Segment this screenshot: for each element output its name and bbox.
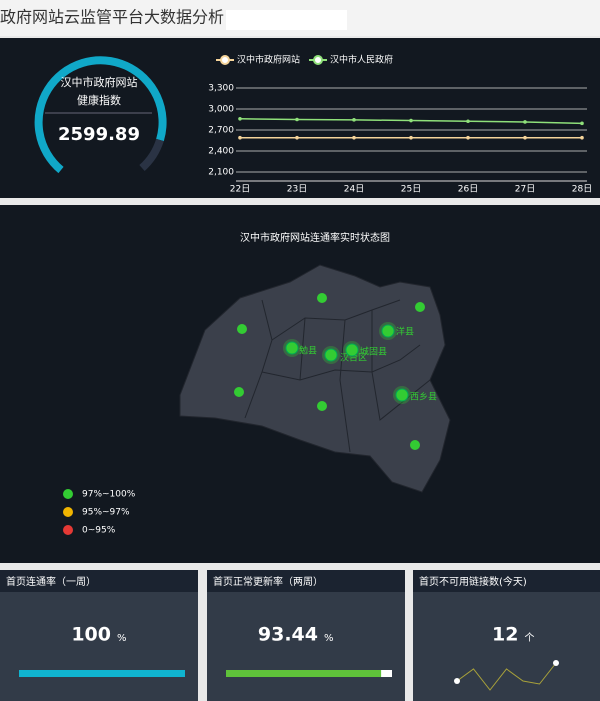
- legend-dot: [63, 507, 73, 517]
- sparkline-end: [454, 678, 460, 684]
- map-dot: [285, 341, 299, 355]
- y-tick-label: 2,700: [208, 126, 234, 136]
- gauge-track: [139, 138, 164, 171]
- header-title: 政府网站云监管平台大数据分析: [0, 8, 224, 27]
- point: [409, 135, 413, 140]
- map-dot: [237, 324, 247, 334]
- x-tick-label: 24日: [344, 184, 364, 195]
- point: [295, 117, 299, 122]
- card-unit: %: [324, 633, 334, 644]
- sparkline-end: [553, 660, 559, 666]
- search-box[interactable]: [226, 10, 347, 30]
- y-tick-label: 2,100: [208, 168, 234, 178]
- map-dot: [381, 324, 395, 338]
- map-label: 勉县: [299, 345, 317, 357]
- gauge-label: 健康指数: [77, 93, 121, 107]
- map-label: 西乡县: [410, 392, 437, 403]
- x-tick-label: 25日: [401, 184, 421, 195]
- gauge-label: 汉中市政府网站: [61, 75, 138, 89]
- sparkline: [456, 662, 557, 691]
- map-dot: [415, 302, 425, 312]
- map-dot: [234, 387, 244, 397]
- map-label: 洋县: [396, 326, 414, 338]
- card-value: 100: [71, 624, 111, 646]
- legend-label: 汉中市人民政府: [330, 54, 393, 66]
- x-tick-label: 26日: [458, 184, 478, 195]
- map-label: 城固县: [360, 347, 387, 358]
- gauge-value: 2599.89: [58, 124, 140, 145]
- card-unit: 个: [525, 632, 535, 644]
- point: [580, 121, 584, 126]
- top-panel: [0, 38, 600, 198]
- point: [352, 118, 356, 122]
- map-borders: [244, 299, 431, 453]
- map-label: 汉台区: [340, 352, 367, 364]
- progress-bar: [19, 670, 185, 677]
- legend-label: 0~95%: [82, 526, 116, 536]
- x-tick-label: 23日: [287, 184, 307, 195]
- point: [409, 118, 413, 123]
- map-title: 汉中市政府网站连通率实时状态图: [240, 231, 390, 244]
- point: [295, 135, 299, 140]
- map-dot: [317, 293, 327, 303]
- gauge-arc: [34, 56, 167, 174]
- y-tick-label: 2,400: [208, 147, 234, 157]
- card-title: 首页不可用链接数(今天): [419, 575, 527, 588]
- legend-marker: [313, 55, 323, 65]
- point: [352, 135, 356, 140]
- card-value: 93.44: [258, 624, 318, 646]
- card-header: [207, 570, 405, 592]
- x-tick-label: 22日: [230, 184, 250, 195]
- point: [466, 135, 470, 140]
- card-header: [413, 570, 600, 592]
- point: [466, 119, 470, 124]
- point: [523, 120, 527, 124]
- map-dot: [324, 348, 338, 362]
- progress-bar: [226, 670, 382, 677]
- card-value: 12: [492, 624, 518, 646]
- point: [580, 135, 584, 140]
- map-dot: [345, 343, 359, 357]
- legend-dot: [63, 489, 73, 499]
- map-dot: [395, 388, 409, 402]
- y-tick-label: 3,000: [208, 105, 234, 115]
- legend-dot: [63, 525, 73, 535]
- legend-marker: [220, 55, 230, 65]
- card-header: [0, 570, 198, 592]
- x-tick-label: 27日: [515, 184, 535, 195]
- legend-label: 97%~100%: [82, 490, 136, 500]
- map-dot: [410, 440, 420, 450]
- legend-label: 汉中市政府网站: [237, 54, 300, 66]
- card-title: 首页连通率（一周）: [6, 575, 96, 588]
- point: [523, 135, 527, 140]
- y-tick-label: 3,300: [208, 84, 234, 94]
- x-tick-label: 28日: [572, 184, 592, 195]
- card-title: 首页正常更新率（两周）: [213, 575, 323, 588]
- legend-label: 95%~97%: [82, 508, 130, 518]
- card-unit: %: [117, 633, 127, 644]
- point: [238, 117, 242, 121]
- point: [238, 135, 242, 140]
- map-dot: [317, 401, 327, 411]
